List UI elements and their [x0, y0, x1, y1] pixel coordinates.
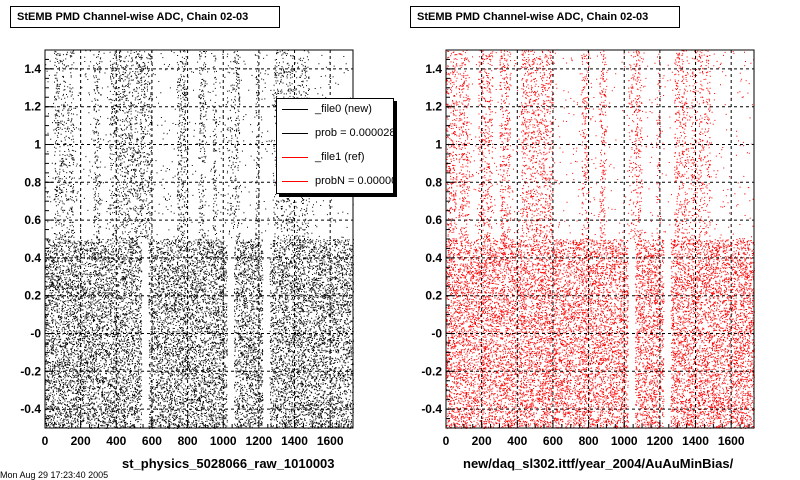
legend-item-probn: probN = 0.000000 [277, 171, 393, 191]
x-tick-label: 200 [71, 434, 91, 448]
y-tick-label: 1.4 [24, 62, 41, 76]
x-tick-label: 400 [106, 434, 126, 448]
y-tick-label: 0.4 [24, 251, 41, 265]
y-tick-label: -0.2 [20, 364, 41, 378]
legend-item-file1: _file1 (ref) [277, 147, 393, 167]
legend-line-probn [282, 181, 308, 182]
scatter-points [446, 50, 755, 429]
x-tick-label: 800 [579, 434, 599, 448]
scatter-panel-right[interactable]: 0 200 400 600 800 1000 1200 1400 1600 -0.4 -0.2 -0 0… [421, 49, 755, 448]
x-tick-label: 800 [178, 434, 198, 448]
y-tick-label: -0 [30, 327, 41, 341]
legend-line-file1 [282, 157, 308, 158]
y-tick-label: 0.2 [425, 289, 442, 303]
legend-line-file0 [282, 109, 308, 110]
legend-label-probn: probN = 0.000000 [315, 175, 393, 187]
legend-label-file1: _file1 (ref) [315, 151, 365, 163]
x-tick-label: 1000 [210, 434, 237, 448]
chart-title-left: StEMB PMD Channel-wise ADC, Chain 02-03 [10, 6, 280, 28]
x-tick-label: 1600 [718, 434, 745, 448]
y-tick-label: -0.2 [421, 364, 442, 378]
y-tick-label: 0.6 [24, 213, 41, 227]
y-tick-label: -0.4 [421, 402, 442, 416]
legend-item-file0: _file0 (new) [277, 99, 393, 119]
legend-line-prob [282, 133, 308, 134]
x-tick-label: 1200 [647, 434, 674, 448]
y-tick-label: 1.2 [24, 100, 41, 114]
legend-label-file0: _file0 (new) [315, 103, 372, 115]
x-tick-label: 600 [142, 434, 162, 448]
x-tick-label: 1000 [611, 434, 638, 448]
x-tick-label: 1400 [682, 434, 709, 448]
timestamp-footer: Mon Aug 29 17:23:40 2005 [0, 470, 109, 480]
scatter-points [45, 50, 354, 429]
y-tick-label: 1.4 [425, 62, 442, 76]
x-tick-label: 1600 [317, 434, 344, 448]
x-tick-label: 1200 [246, 434, 273, 448]
y-tick-label: -0.4 [20, 402, 41, 416]
x-tick-label: 0 [42, 434, 49, 448]
y-tick-label: 0.8 [24, 175, 41, 189]
y-tick-label: -0 [431, 327, 442, 341]
x-tick-label: 200 [472, 434, 492, 448]
y-tick-label: 0.2 [24, 289, 41, 303]
y-tick-label: 1 [435, 138, 442, 152]
y-tick-label: 1 [34, 138, 41, 152]
x-axis-label-left: st_physics_5028066_raw_1010003 [122, 456, 335, 471]
y-tick-label: 0.4 [425, 251, 442, 265]
x-tick-label: 400 [507, 434, 527, 448]
legend-box: _file0 (new) prob = 0.000028 _file1 (ref… [276, 98, 394, 194]
legend-label-prob: prob = 0.000028 [315, 127, 394, 139]
y-tick-label: 1.2 [425, 100, 442, 114]
legend-item-prob: prob = 0.000028 [277, 123, 394, 143]
x-tick-label: 0 [443, 434, 450, 448]
x-tick-label: 1400 [281, 434, 308, 448]
x-axis-label-right: new/daq_sl302.ittf/year_2004/AuAuMinBias… [463, 456, 734, 471]
y-tick-label: 0.8 [425, 175, 442, 189]
plot-area [446, 50, 754, 428]
chart-title-right: StEMB PMD Channel-wise ADC, Chain 02-03 [410, 6, 680, 28]
x-tick-label: 600 [543, 434, 563, 448]
y-tick-label: 0.6 [425, 213, 442, 227]
